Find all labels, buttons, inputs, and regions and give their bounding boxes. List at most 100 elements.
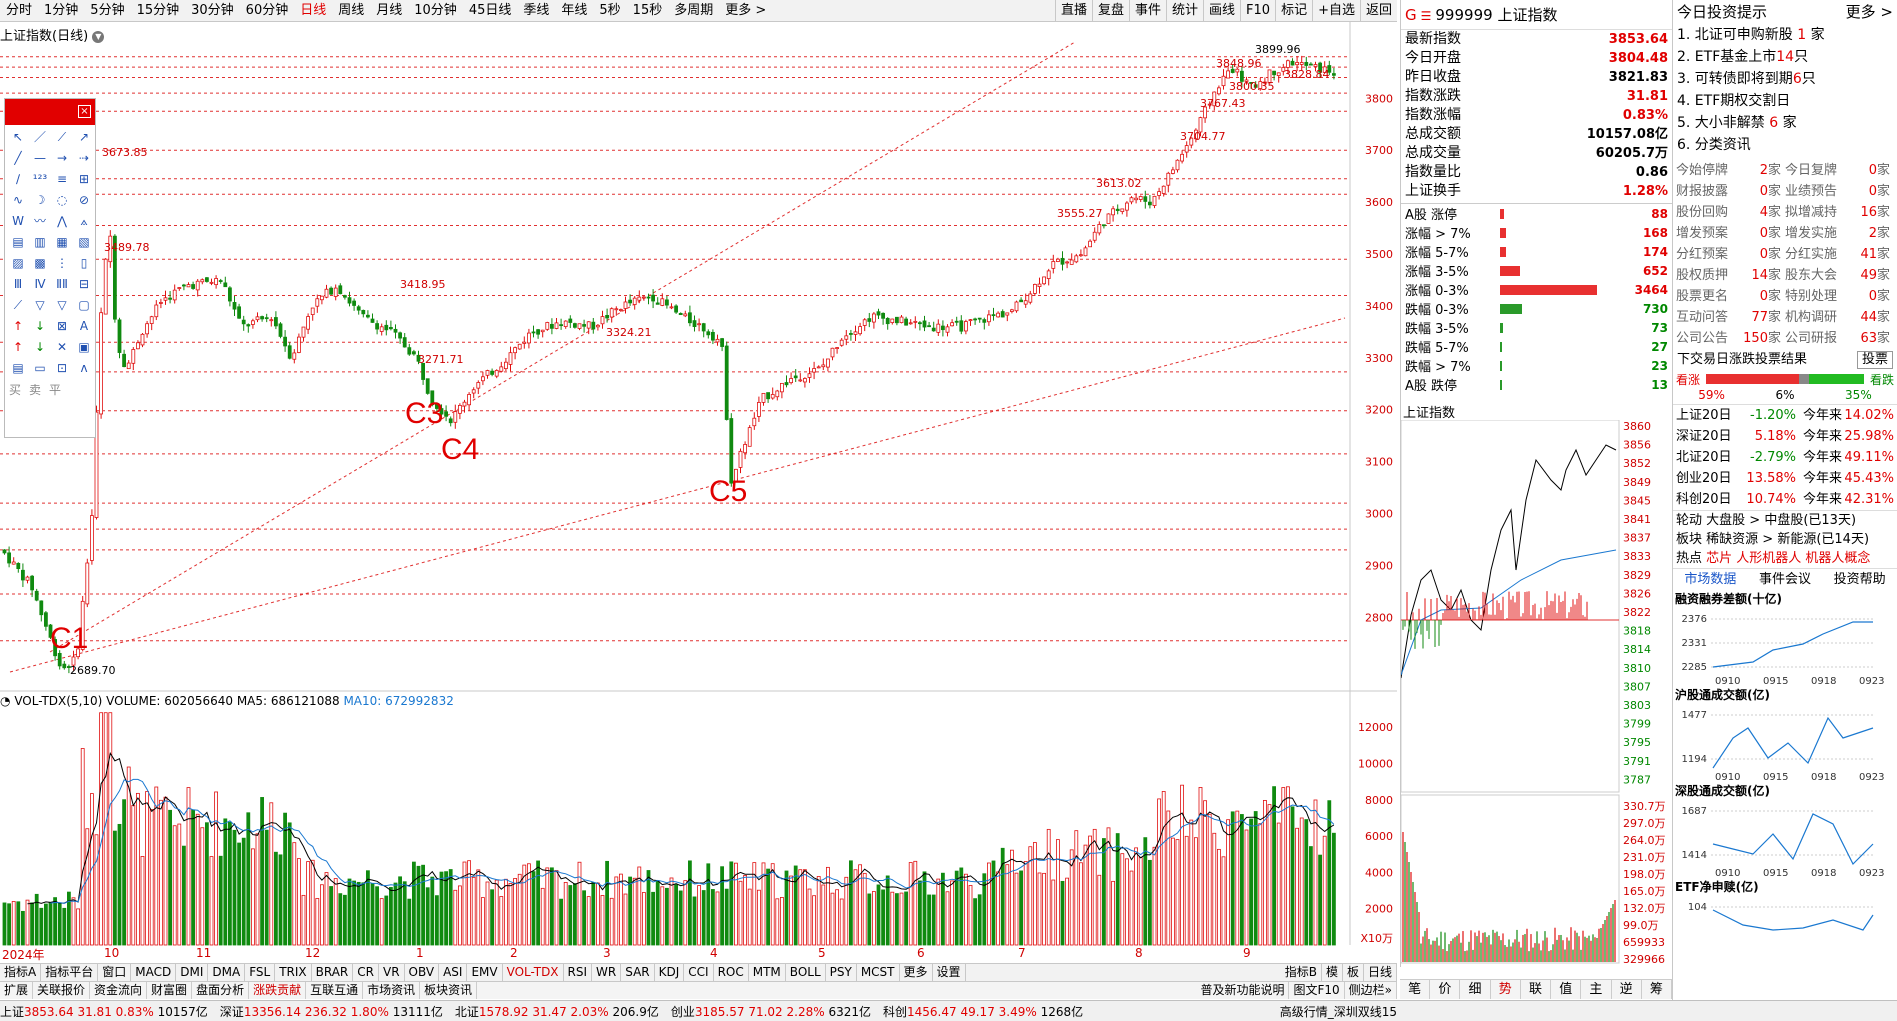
period-tab[interactable]: 分时 [6,2,33,18]
indicator-tab[interactable]: 指标平台 [41,964,99,981]
draw-tool-icon[interactable]: ↑ [12,319,24,333]
index-quote[interactable]: 创业3185.57 71.02 2.28% 6321亿 [671,1003,871,1020]
index-quote[interactable]: 深证13356.14 236.32 1.80% 13111亿 [220,1003,443,1020]
draw-tool-icon[interactable]: ▥ [34,235,46,249]
breadth-row[interactable]: 跌幅 0-3% 730 [1401,299,1672,319]
draw-tool-icon[interactable]: ▽ [57,298,67,312]
quote-subtab[interactable]: 主 [1581,980,1612,999]
intraday-chart[interactable]: 3860 3856 3852 3849 3845 3841 3837 3833 3829 3826… [1400,419,1673,966]
draw-tool-icon[interactable]: A [79,319,89,333]
perf-row[interactable]: 深证20日 5.18% 今年来 25.98% [1673,426,1897,447]
period-tab[interactable]: 多周期 [674,2,714,18]
close-icon[interactable]: × [78,105,91,118]
perf-row[interactable]: 北证20日 -2.79% 今年来 49.11% [1673,447,1897,468]
toolbar-button[interactable]: 事件 [1128,0,1166,22]
draw-tool-icon[interactable]: ⊠ [56,319,68,333]
vote-button[interactable]: 投票 [1856,351,1893,369]
quote-subtab[interactable]: 价 [1430,980,1461,999]
toolbar-button[interactable]: 直播 [1054,0,1092,22]
market-chart[interactable]: 104-12 [1673,896,1897,957]
indicator-tab[interactable]: BOLL [786,964,826,981]
draw-tool-icon[interactable]: ↗ [78,130,90,144]
quote-subtab[interactable]: 值 [1551,980,1582,999]
rotation-row[interactable]: 轮动 大盘股 > 中盘股(已13天) [1676,513,1857,528]
indicator-tab[interactable]: OBV [405,964,440,981]
indicator-tab[interactable]: TRIX [275,964,312,981]
news-more-link[interactable]: 更多 > [1845,3,1893,21]
draw-tool-icon[interactable]: ⟋ [13,298,23,312]
indicator-tab[interactable]: FSL [245,964,276,981]
indicator-tab[interactable]: DMA [208,964,246,981]
candlesticks[interactable] [2,55,1336,674]
draw-tool-icon[interactable]: ⟑ [80,214,88,228]
breadth-row[interactable]: 涨幅 > 7% 168 [1401,223,1672,243]
breadth-row[interactable]: 涨幅 3-5% 652 [1401,261,1672,281]
stat-item[interactable]: 互动问答 77家 [1676,307,1785,328]
period-tab[interactable]: 15分钟 [136,2,180,18]
draw-tool-icon[interactable]: Ⅳ [34,277,46,291]
quote-subtab[interactable]: 势 [1491,980,1521,999]
stat-item[interactable]: 公司研报 63家 [1785,328,1894,349]
draw-tool-icon[interactable]: ⋀ [57,214,67,228]
draw-tool-icon[interactable]: ╱ [14,151,22,165]
period-tab[interactable]: 年线 [561,2,588,18]
indicator-tab[interactable]: MTM [749,964,786,981]
period-tab[interactable]: 45日线 [468,2,512,18]
indicator-tab[interactable]: SAR [621,964,655,981]
indicator-tab[interactable]: MCST [857,964,900,981]
draw-tool-icon[interactable]: ▣ [78,340,90,354]
perf-row[interactable]: 创业20日 13.58% 今年来 45.43% [1673,468,1897,489]
draw-tool-icon[interactable]: W [12,214,24,228]
breadth-row[interactable]: 跌幅 3-5% 73 [1401,318,1672,338]
period-tab[interactable]: 15秒 [632,2,663,18]
draw-tool-icon[interactable]: ⇢ [78,151,90,165]
indicator-tab[interactable]: 更多 [900,964,933,981]
period-tab[interactable]: 更多 > [725,2,767,18]
sub-tab[interactable]: 资金流向 [90,982,148,999]
draw-tool-icon[interactable]: ≡ [56,172,68,186]
sub-tab[interactable]: 市场资讯 [363,982,421,999]
draw-tool-icon[interactable]: ∕ [15,172,21,186]
breadth-row[interactable]: 跌幅 > 7% 23 [1401,356,1672,376]
draw-tool-icon[interactable]: ↖ [12,130,24,144]
period-tab[interactable]: 月线 [376,2,403,18]
rotation-row[interactable]: 板块 稀缺资源 > 新能源(已14天) [1676,532,1870,547]
period-tab[interactable]: 日线 [300,2,327,18]
stat-item[interactable]: 分红预案 0家 [1676,244,1785,265]
period-tab[interactable]: 10分钟 [414,2,457,18]
stat-item[interactable]: 股东大会 49家 [1785,265,1894,286]
perf-row[interactable]: 上证20日 -1.20% 今年来 14.02% [1673,405,1897,426]
indicator-right-tab[interactable]: 板 [1343,964,1364,981]
indicator-tab[interactable]: WR [592,964,622,981]
panel-link[interactable]: 投资帮助 [1833,572,1886,587]
period-label[interactable]: 日线 [1364,964,1397,981]
indicator-tab[interactable]: VOL-TDX [503,964,564,981]
draw-tool-icon[interactable]: ⊟ [78,277,90,291]
sell-mark-icon[interactable]: 卖 [29,383,42,397]
breadth-row[interactable]: 涨幅 5-7% 174 [1401,242,1672,262]
draw-tool-icon[interactable]: ▤ [12,235,24,249]
stat-item[interactable]: 分红实施 41家 [1785,244,1894,265]
toolbox-header[interactable]: × [5,99,95,125]
toolbar-button[interactable]: 标记 [1275,0,1312,22]
sub-tab[interactable]: 关联报价 [33,982,91,999]
indicator-tab[interactable]: CCI [684,964,714,981]
market-chart[interactable]: 1477 1194 0910 0915 0918 0923 [1673,704,1897,783]
draw-tool-icon[interactable]: ⊞ [78,172,90,186]
sub-tab[interactable]: 财富圈 [147,982,193,999]
stat-item[interactable]: 特别处理 0家 [1785,286,1894,307]
stat-item[interactable]: 今日复牌 0家 [1785,160,1894,181]
sub-right-tab[interactable]: 普及新功能说明 [1196,982,1290,999]
draw-tool-icon[interactable]: ▦ [56,235,68,249]
volume-circle-icon[interactable]: ◔ [0,694,11,708]
breadth-row[interactable]: A股 跌停 13 [1401,375,1672,395]
stat-item[interactable]: 今始停牌 2家 [1676,160,1785,181]
indicator-tab[interactable]: CR [353,964,379,981]
stat-item[interactable]: 股权质押 14家 [1676,265,1785,286]
index-quote[interactable]: 科创1456.47 49.17 3.49% 1268亿 [883,1003,1083,1020]
draw-tool-icon[interactable]: ▢ [78,298,90,312]
indicator-tab[interactable]: ROC [714,964,749,981]
quote-subtab[interactable]: 逆 [1612,980,1642,999]
sub-right-tab[interactable]: 图文F10 [1289,982,1345,999]
index-quote[interactable]: 上证3853.64 31.81 0.83% 10157亿 [0,1003,208,1020]
